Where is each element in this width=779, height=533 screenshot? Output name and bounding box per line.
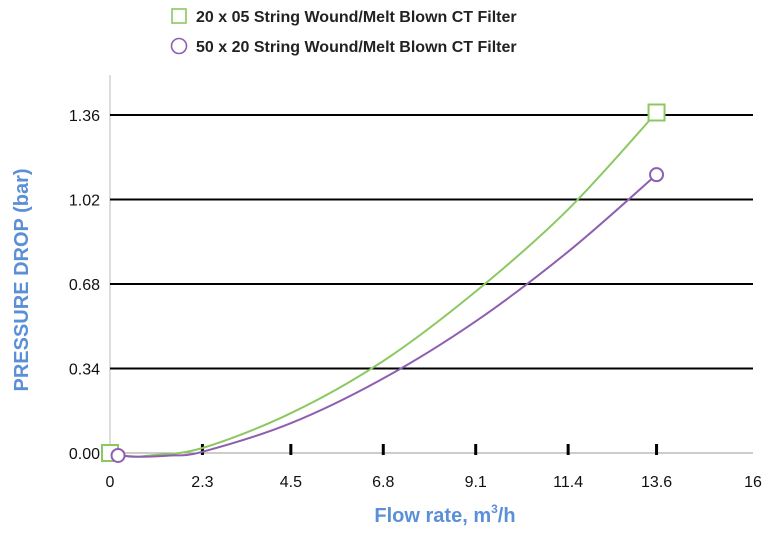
x-tick-labels: 0 2.3 4.5 6.8 9.1 11.4 13.6 16	[106, 474, 762, 491]
x-tick-label-2: 4.5	[280, 474, 302, 491]
x-tick-label-5: 11.4	[553, 474, 583, 491]
series-lines	[109, 111, 658, 458]
x-axis-title-suffix: /h	[498, 505, 516, 527]
legend-circle-marker	[170, 37, 188, 55]
x-axis-title-superscript: 3	[491, 502, 498, 516]
x-axis-title-main: Flow rate, m	[374, 505, 491, 527]
y-tick-label-3: 1.02	[69, 193, 100, 210]
y-tick-labels: 0.00 0.34 0.68 1.02 1.36	[69, 108, 100, 463]
x-tick-label-7: 16	[744, 474, 762, 491]
x-axis-title: Flow rate, m3/h	[374, 502, 515, 527]
grid-lines	[110, 114, 753, 454]
x-tick-label-4: 9.1	[465, 474, 487, 491]
x-tick-label-0: 0	[106, 474, 115, 491]
legend: 20 x 05 String Wound/Melt Blown CT Filte…	[170, 8, 517, 56]
y-tick-label-4: 1.36	[69, 108, 100, 125]
x-tick-label-6: 13.6	[641, 474, 672, 491]
x-tick-marks	[200, 444, 659, 455]
square-marker-0	[647, 103, 666, 122]
legend-label-series-2: 50 x 20 String Wound/Melt Blown CT Filte…	[196, 39, 517, 56]
legend-square-marker	[171, 8, 187, 24]
y-tick-label-2: 0.68	[69, 277, 100, 294]
circle-marker-3	[110, 447, 126, 463]
x-tick-label-1: 2.3	[191, 474, 213, 491]
y-tick-label-1: 0.34	[69, 362, 100, 379]
x-tick-label-3: 6.8	[372, 474, 394, 491]
legend-item-series-1: 20 x 05 String Wound/Melt Blown CT Filte…	[171, 8, 517, 26]
circle-marker-2	[649, 167, 665, 183]
legend-item-series-2: 50 x 20 String Wound/Melt Blown CT Filte…	[170, 37, 517, 56]
series-line-2	[117, 173, 658, 458]
legend-label-series-1: 20 x 05 String Wound/Melt Blown CT Filte…	[196, 9, 517, 26]
y-tick-label-0: 0.00	[69, 446, 100, 463]
series-markers	[101, 103, 666, 463]
y-axis-title: PRESSURE DROP (bar)	[11, 168, 33, 391]
